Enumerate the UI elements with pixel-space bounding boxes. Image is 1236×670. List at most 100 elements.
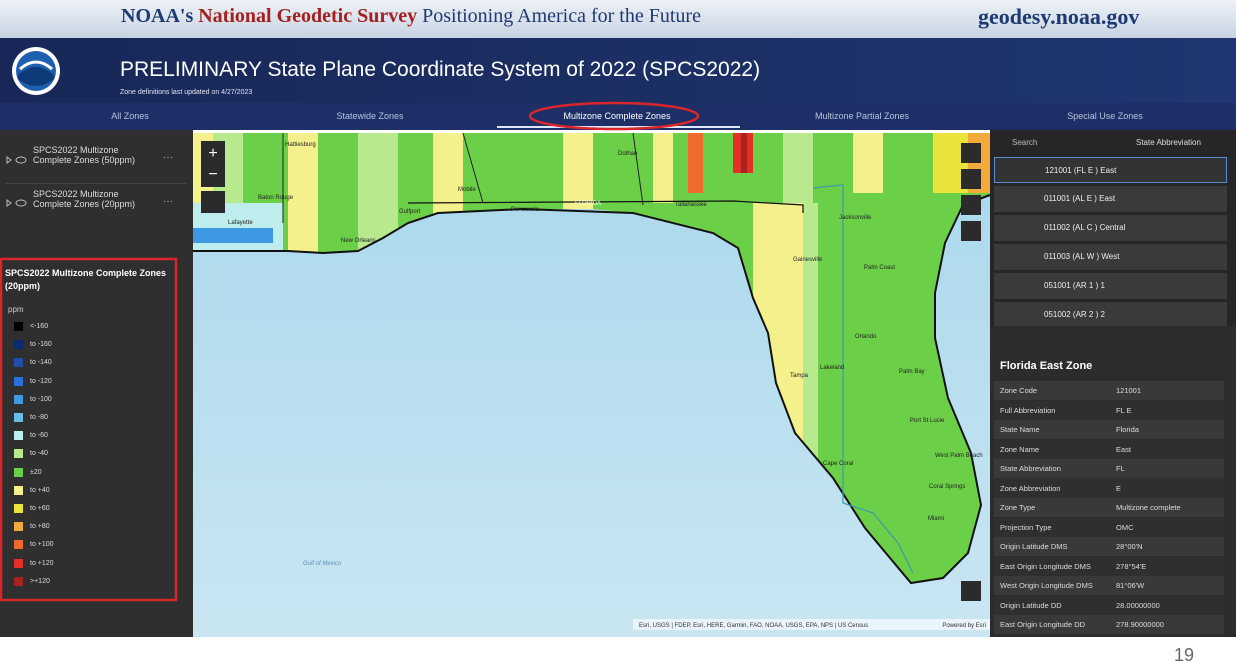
qr-button[interactable] <box>961 195 981 215</box>
app-subtitle: Zone definitions last updated on 4/27/20… <box>120 89 253 96</box>
search-filter[interactable]: State Abbreviation <box>1136 138 1201 147</box>
tab[interactable]: Special Use Zones <box>1067 111 1143 121</box>
field-name: State Name <box>1000 425 1040 434</box>
detail-row: Projection Type OMC <box>994 517 1224 537</box>
map-label: Mobile <box>458 187 476 193</box>
search-placeholder: Search <box>1012 138 1038 147</box>
field-value: Florida <box>1116 425 1139 434</box>
legend-item: to +60 <box>14 504 50 513</box>
legend-unit: ppm <box>8 305 24 314</box>
legend-label: to -100 <box>30 395 52 403</box>
legend-item: to -80 <box>14 413 48 422</box>
zone-item[interactable]: 121001 (FL E ) East <box>994 157 1227 183</box>
legend-label: <-160 <box>30 323 49 330</box>
map-label: New Orleans <box>341 238 376 244</box>
survey: National Geodetic Survey <box>198 5 418 27</box>
map-label: Tampa <box>790 373 809 379</box>
search-bar[interactable]: Search State Abbreviation <box>994 133 1229 153</box>
detail-row: Origin Latitude DD 28.00000000 <box>994 595 1224 615</box>
map-label: Orlando <box>855 334 877 340</box>
zone-item[interactable]: 011003 (AL W ) West <box>994 244 1227 270</box>
legend-item: to -120 <box>14 376 52 386</box>
layers-button[interactable] <box>961 169 981 189</box>
detail-title: Florida East Zone <box>1000 360 1093 372</box>
svg-text:−: − <box>208 166 217 183</box>
field-name: Zone Name <box>1000 444 1040 454</box>
field-name: State Abbreviation <box>1000 464 1061 473</box>
legend-item: to -140 <box>14 358 52 368</box>
map-label: West Palm Beach <box>935 453 983 459</box>
legend-swatch <box>14 504 23 513</box>
page-number: 19 <box>1174 645 1195 665</box>
map[interactable]: + − Hattiesburg Dothan Mobile Pensacola F… <box>193 133 990 637</box>
field-name: Projection Type <box>1000 522 1052 532</box>
layer-icons <box>6 156 27 207</box>
zone-item[interactable]: 051002 (AR 2 ) 2 <box>994 302 1227 328</box>
legend-swatch <box>14 376 23 386</box>
legend-label: to -80 <box>30 414 48 421</box>
agency: NOAA's <box>121 5 194 27</box>
legend-swatch <box>14 413 23 422</box>
zone-item[interactable]: 051001 (AR 1 ) 1 <box>994 273 1227 299</box>
map-label: Lafayette <box>228 220 253 226</box>
zone-item[interactable]: 011001 (AL E ) East <box>994 186 1227 212</box>
layer-item[interactable]: SPCS2022 Multizone Complete Zones (20ppm… <box>33 189 136 209</box>
map-label: FLORIDA <box>575 201 601 207</box>
legend-swatch <box>14 558 23 568</box>
field-name: Full Abbreviation <box>1000 405 1056 415</box>
detail-panel: Florida East Zone Zone Code 121001 Full Ab… <box>990 326 1236 637</box>
detail-row: State Name Florida <box>994 420 1224 439</box>
field-value: OMC <box>1116 522 1134 532</box>
layer-menu[interactable]: ··· <box>163 152 173 163</box>
search-button[interactable] <box>961 143 981 163</box>
fullscreen-button[interactable] <box>961 581 981 601</box>
attribution: Esri, USGS | FDEP, Esri, HERE, Garmin, F… <box>639 623 868 629</box>
detail-row: Full Abbreviation FL E <box>994 400 1224 420</box>
legend-item: to +80 <box>14 522 50 532</box>
map-label: Coral Springs <box>929 484 965 490</box>
legend-label: to -120 <box>30 377 52 385</box>
tab[interactable]: Statewide Zones <box>336 111 404 121</box>
legend-item: to -160 <box>14 340 52 350</box>
field-value: 278.90000000 <box>1116 620 1164 629</box>
field-value: 81°06'W <box>1116 581 1145 590</box>
zoom-control[interactable] <box>201 141 225 187</box>
zone-item[interactable]: 011002 (AL C ) Central <box>994 215 1227 241</box>
tab[interactable]: All Zones <box>111 111 149 121</box>
map-label: Gulfport <box>399 209 421 215</box>
legend-swatch <box>14 540 23 550</box>
legend-swatch <box>14 322 23 331</box>
legend-swatch <box>14 576 23 586</box>
legend-item: >+120 <box>14 576 50 586</box>
home-button[interactable] <box>201 191 225 213</box>
noaa-logo <box>12 47 60 95</box>
map-label: Miami <box>928 516 944 522</box>
layer-item[interactable]: SPCS2022 Multizone Complete Zones (50ppm… <box>33 145 136 165</box>
detail-row: State Abbreviation FL <box>994 459 1224 478</box>
field-name: Zone Type <box>1000 503 1036 512</box>
banner-text: NOAA's National Geodetic Survey Position… <box>121 5 701 28</box>
field-value: FL <box>1116 464 1125 473</box>
layer-menu[interactable]: ··· <box>163 196 173 207</box>
basemap-button[interactable] <box>961 221 981 241</box>
layer-panel: SPCS2022 Multizone Complete Zones (50ppm… <box>0 130 193 637</box>
map-label: Palm Coast <box>864 265 895 271</box>
legend-swatch <box>14 485 23 495</box>
legend-label: to +120 <box>30 559 54 567</box>
powered-by: Powered by Esri <box>942 623 986 629</box>
legend-swatch <box>14 449 23 459</box>
detail-row: Zone Type Multizone complete <box>994 498 1224 517</box>
map-label: Tallahassee <box>675 202 707 208</box>
zone-panel: Search State Abbreviation 121001 (FL E )… <box>990 130 1236 637</box>
detail-row: East Origin Longitude DD 278.90000000 <box>994 615 1224 634</box>
active-underline <box>497 126 740 128</box>
app-title: PRELIMINARY State Plane Coordinate Syste… <box>120 58 761 81</box>
tab[interactable]: Multizone Complete Zones <box>563 111 671 121</box>
map-label: Port St Lucie <box>910 418 945 424</box>
tab[interactable]: Multizone Partial Zones <box>814 111 910 121</box>
legend-label: to +80 <box>30 523 50 531</box>
map-label: Dothan <box>618 151 637 157</box>
legend-item: ±20 <box>14 467 42 477</box>
legend-item: to +100 <box>14 540 54 550</box>
legend-swatch <box>14 358 23 368</box>
